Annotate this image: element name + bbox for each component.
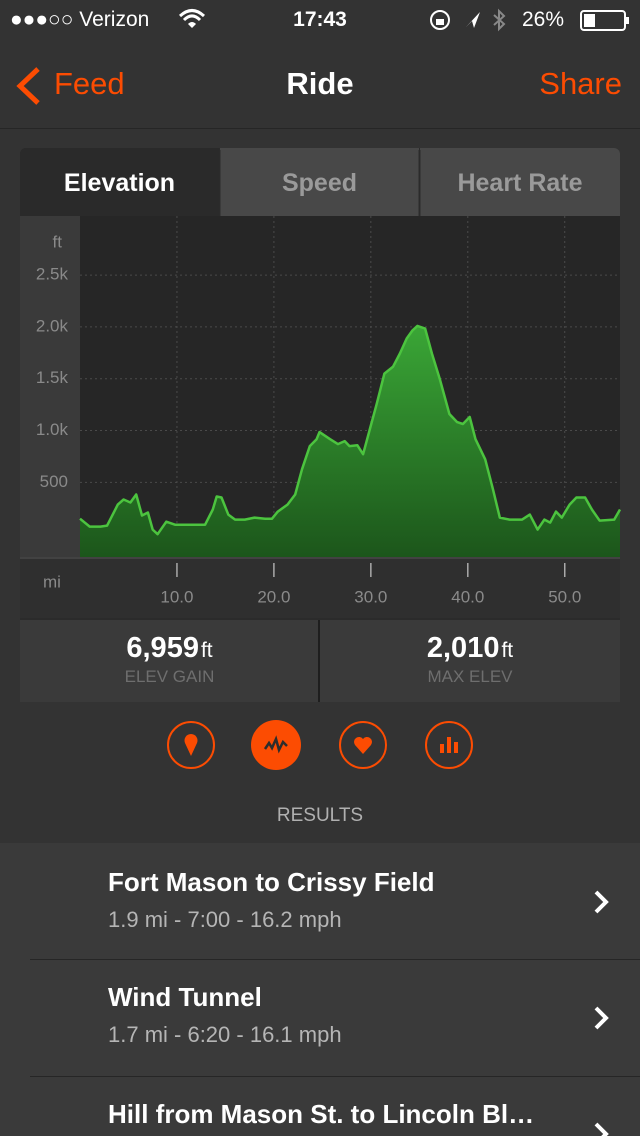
y-axis-unit: ft: [53, 232, 63, 251]
wifi-icon: [178, 9, 206, 28]
elevation-chart: ft mi 500 1.0k 1.5k 2.0k 2.5k 10.0 20.0 30.0 40.…: [20, 206, 622, 702]
x-tick-label: 50.0: [548, 587, 581, 606]
result-row[interactable]: Hill from Mason St. to Lincoln Bl…: [0, 1077, 640, 1136]
x-tick-label: 10.0: [160, 587, 193, 606]
y-tick-label: 1.5k: [36, 368, 69, 387]
chevron: [594, 890, 609, 914]
view-buttons: [167, 720, 473, 770]
y-axis-panel: [20, 216, 80, 557]
nav-title: Ride: [286, 66, 354, 101]
stat-value: 2,010: [426, 632, 500, 664]
x-tick-label: 20.0: [257, 587, 290, 606]
result-name: Wind Tunnel: [108, 982, 262, 1012]
x-axis-panel: [20, 557, 620, 618]
status-bar: ●●●○○ Verizon 17:43 26%: [0, 0, 640, 40]
result-name: Fort Mason to Crissy Field: [108, 867, 435, 897]
stat-label: ELEV GAIN: [124, 667, 215, 686]
results-header: RESULTS: [276, 805, 364, 826]
tab-speed[interactable]: Speed: [220, 148, 419, 216]
chevron: [594, 1006, 609, 1030]
back-button[interactable]: Feed: [54, 66, 125, 101]
result-name: Hill from Mason St. to Lincoln Bl…: [108, 1099, 535, 1129]
carrier: ●●●○○ Verizon: [10, 8, 150, 31]
map-button[interactable]: [167, 721, 215, 769]
y-tick-label: 1.0k: [36, 420, 69, 439]
elevation-line: [79, 324, 622, 536]
tab-heart-rate[interactable]: Heart Rate: [420, 148, 620, 216]
x-axis-unit: mi: [43, 572, 61, 591]
back-chevron[interactable]: [14, 66, 44, 106]
stat-max-elev: 2,010ft MAX ELEV: [320, 632, 620, 687]
y-tick-label: 2.0k: [36, 316, 69, 335]
status-icons: [430, 8, 506, 32]
x-tick-label: 40.0: [451, 587, 484, 606]
result-details: 1.7 mi - 6:20 - 16.1 mph: [108, 1022, 342, 1047]
row-divider: [30, 1076, 640, 1077]
tab-notch: [110, 206, 130, 216]
x-tick-label: 30.0: [354, 587, 387, 606]
stat-unit: ft: [200, 639, 213, 662]
result-details: 1.9 mi - 7:00 - 16.2 mph: [108, 907, 342, 932]
row-divider: [30, 959, 640, 960]
tab-elevation[interactable]: Elevation: [20, 148, 219, 216]
result-row[interactable]: Wind Tunnel 1.7 mi - 6:20 - 16.1 mph: [0, 960, 640, 1076]
y-tick-label: 500: [40, 472, 68, 491]
splits-button[interactable]: [425, 721, 473, 769]
chart-button[interactable]: [251, 720, 301, 770]
y-tick-label: 2.5k: [36, 265, 69, 284]
nav-bar: Feed Ride Share: [0, 40, 640, 129]
stat-elev-gain: 6,959ft ELEV GAIN: [20, 632, 319, 687]
results-list: Fort Mason to Crissy Field 1.9 mi - 7:00…: [0, 843, 640, 1136]
stat-value: 6,959: [126, 632, 199, 664]
battery-icon: [580, 10, 629, 31]
result-row[interactable]: Fort Mason to Crissy Field 1.9 mi - 7:00…: [0, 843, 640, 959]
elevation-area: [80, 325, 620, 557]
heart-button[interactable]: [339, 721, 387, 769]
battery-percent: 26%: [522, 8, 565, 31]
chevron: [594, 1122, 609, 1136]
share-button[interactable]: Share: [539, 66, 622, 101]
stat-label: MAX ELEV: [427, 667, 513, 686]
stat-unit: ft: [501, 639, 514, 662]
time: 17:43: [293, 8, 347, 31]
